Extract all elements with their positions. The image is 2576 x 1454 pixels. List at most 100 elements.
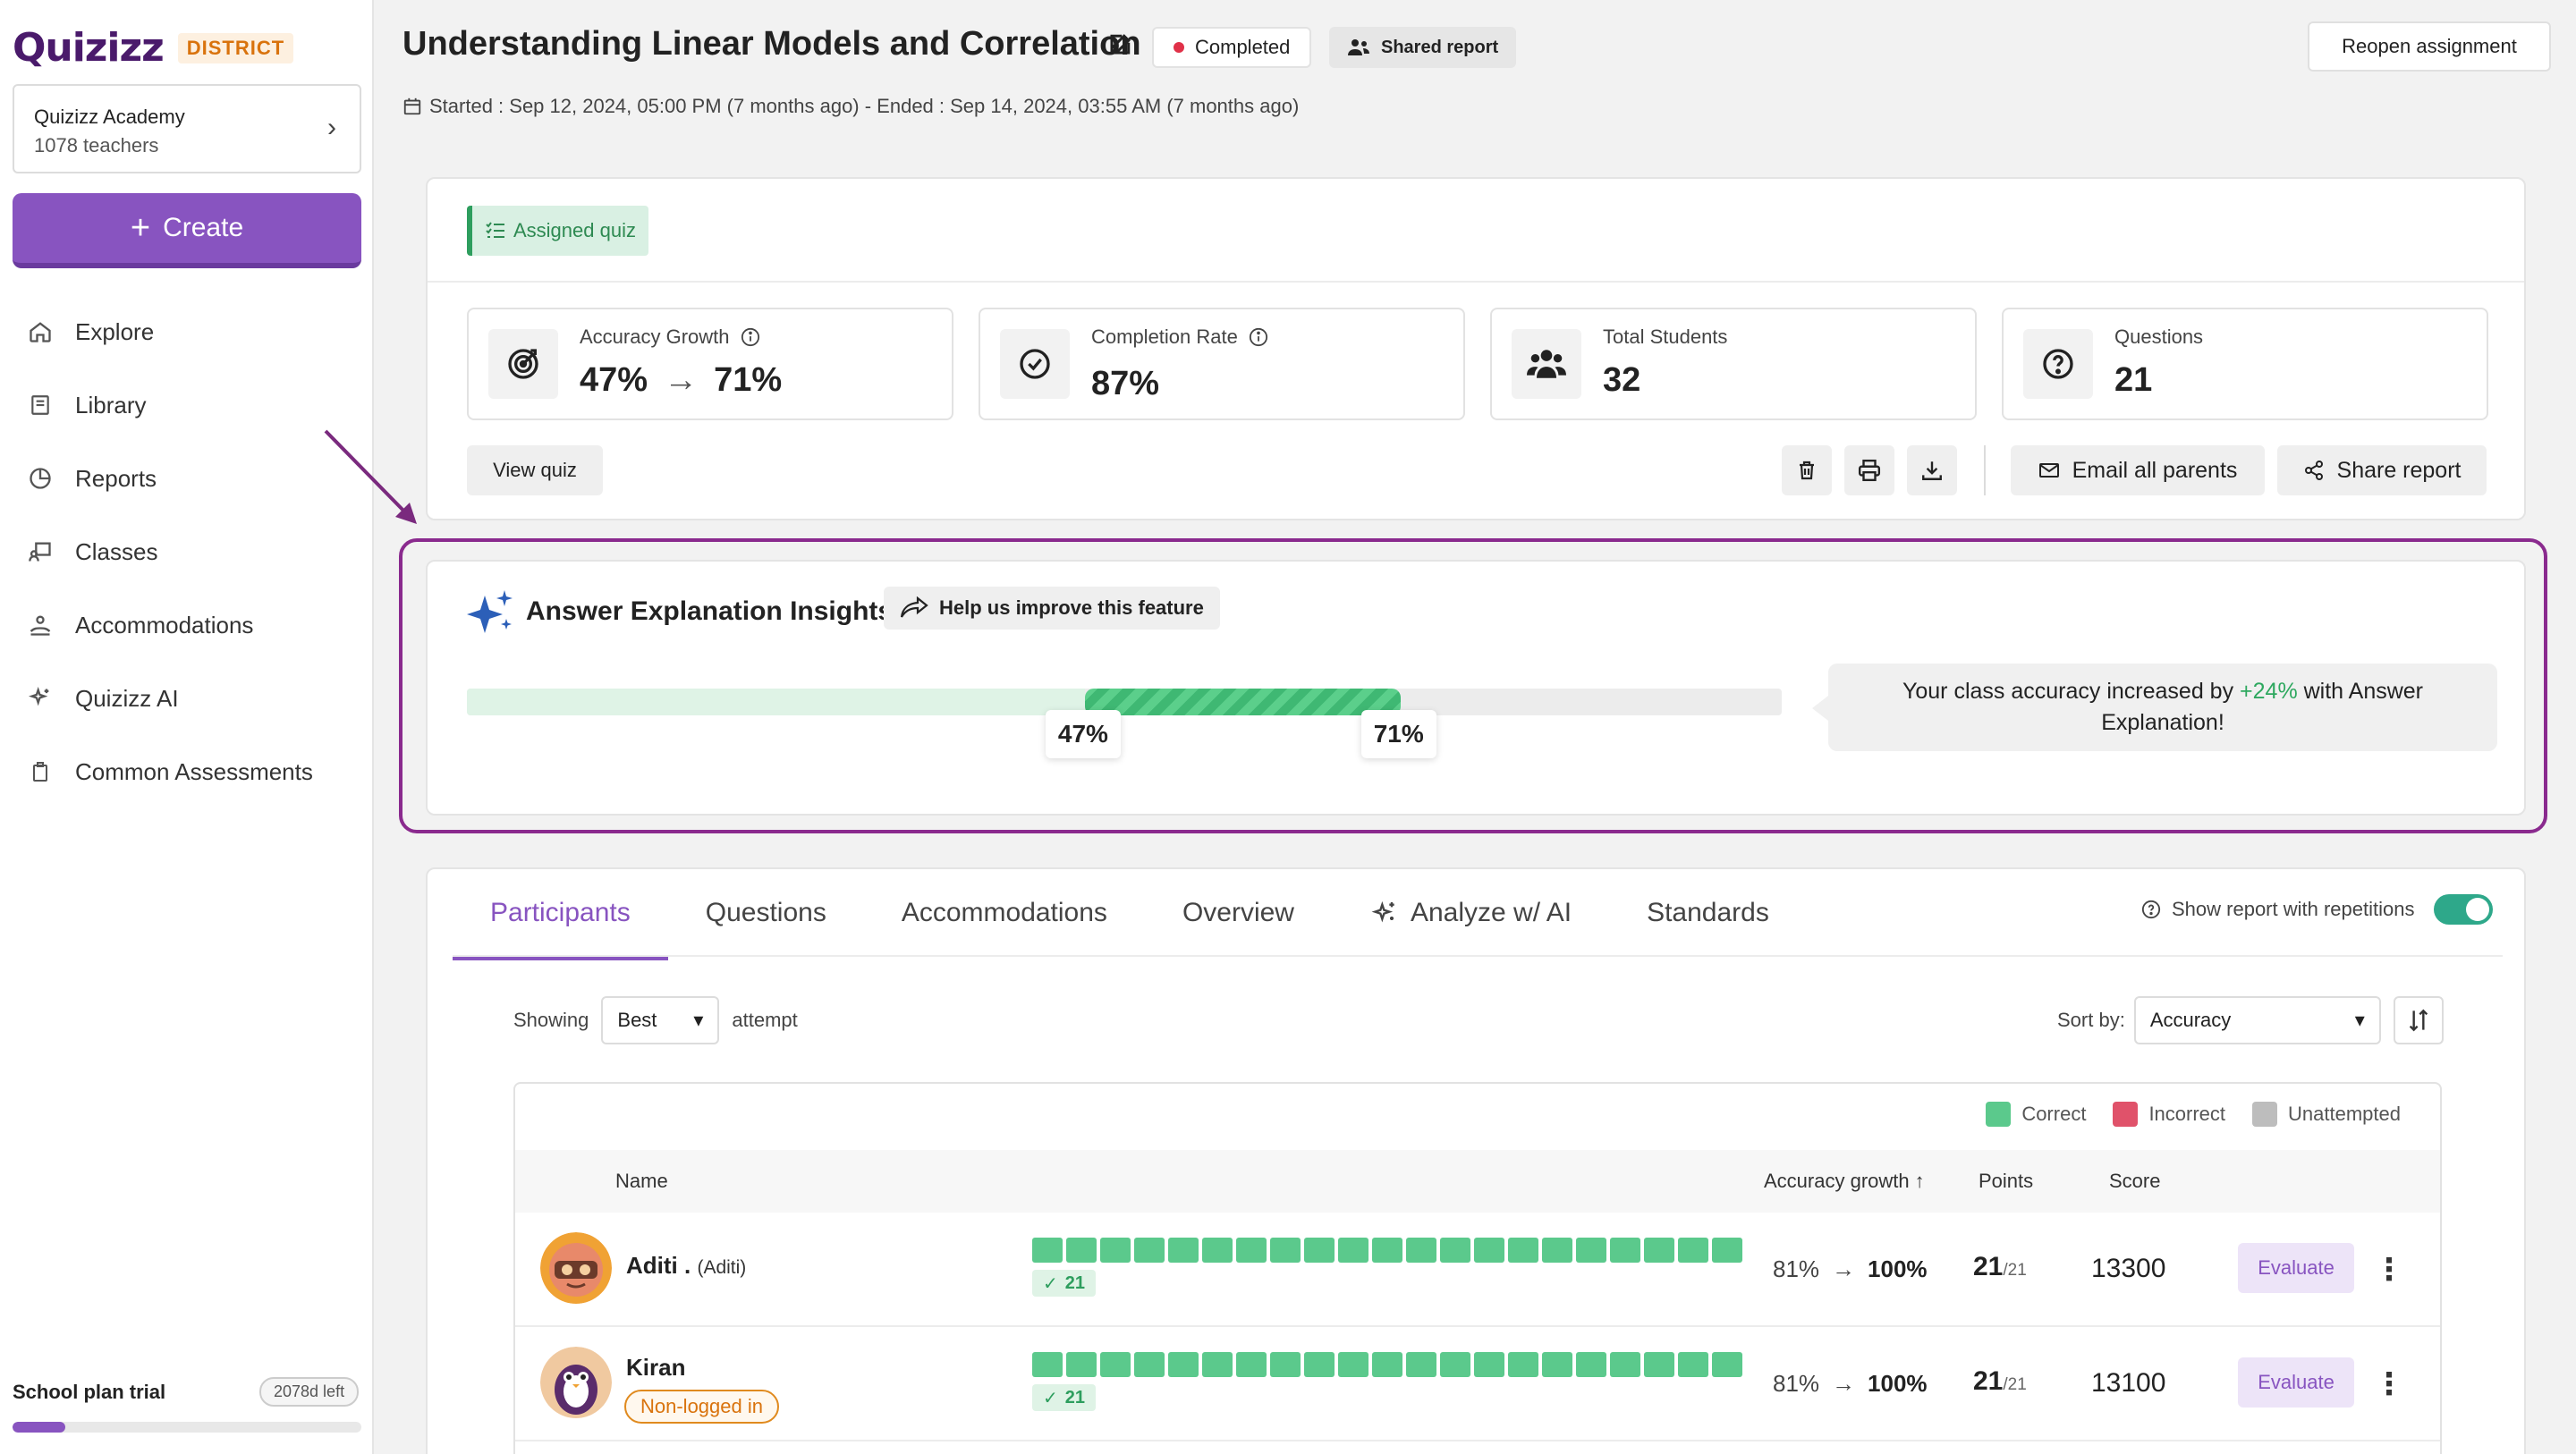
sort-select[interactable]: Accuracy ▾ — [2133, 996, 2381, 1044]
question-result-block — [1168, 1238, 1199, 1263]
arrow-right-icon: → — [1832, 1370, 1856, 1397]
avatar — [540, 1232, 612, 1304]
repetitions-toggle[interactable] — [2434, 894, 2494, 925]
points-value: 21 — [1973, 1366, 2004, 1396]
tab-overview[interactable]: Overview — [1182, 898, 1294, 927]
print-button[interactable] — [1844, 445, 1894, 495]
evaluate-button[interactable]: Evaluate — [2238, 1243, 2354, 1293]
question-result-block — [1678, 1238, 1708, 1263]
table-row[interactable]: Aditi . (Aditi) ✓ 21 81% → 100% 21/21 13… — [515, 1213, 2440, 1327]
sidebar: Quizizz DISTRICT Quizizz Academy 1078 te… — [0, 0, 374, 1454]
sidebar-item-classes[interactable]: Classes — [27, 515, 313, 588]
legend: Correct Incorrect Unattempted — [1986, 1102, 2401, 1127]
legend-label: Incorrect — [2148, 1103, 2226, 1125]
report-tabs-card: Participants Questions Accommodations Ov… — [426, 867, 2526, 1454]
evaluate-button[interactable]: Evaluate — [2238, 1357, 2354, 1408]
attempt-select[interactable]: Best ▾ — [601, 996, 720, 1044]
info-icon[interactable] — [1249, 327, 1268, 347]
book-icon — [27, 392, 54, 418]
student-alias: (Aditi) — [697, 1257, 747, 1278]
sidebar-item-label: Reports — [75, 464, 157, 492]
accuracy-increase-fill — [1084, 689, 1401, 715]
sidebar-item-label: Quizizz AI — [75, 684, 179, 712]
question-result-block — [1304, 1238, 1335, 1263]
points-cell: 21/21 — [1973, 1252, 2027, 1282]
column-header-score[interactable]: Score — [2109, 1170, 2161, 1192]
tab-questions[interactable]: Questions — [705, 898, 826, 927]
assigned-quiz-tag: Assigned quiz — [467, 206, 648, 256]
sidebar-item-common-assessments[interactable]: Common Assessments — [27, 735, 313, 808]
stat-label: Accuracy Growth — [580, 325, 760, 349]
trial-label: School plan trial — [13, 1381, 166, 1403]
create-button[interactable]: + Create — [13, 193, 361, 268]
share-report-button[interactable]: Share report — [2277, 445, 2487, 495]
question-result-block — [1474, 1352, 1504, 1377]
arrow-right-icon: → — [664, 361, 699, 399]
column-header-accuracy-growth[interactable]: Accuracy growth ↑ — [1764, 1170, 1925, 1193]
points-cell: 21/21 — [1973, 1366, 2027, 1397]
question-result-block — [1576, 1352, 1606, 1377]
logo[interactable]: Quizizz — [13, 25, 165, 71]
question-result-block — [1304, 1352, 1335, 1377]
showing-label: Showing — [513, 1009, 589, 1031]
insights-highlight-outline — [399, 538, 2547, 833]
edit-icon[interactable] — [1107, 30, 1134, 62]
question-result-block — [1100, 1238, 1131, 1263]
sidebar-item-quizizz-ai[interactable]: Quizizz AI — [27, 662, 313, 735]
question-result-block — [1542, 1238, 1572, 1263]
tab-participants[interactable]: Participants — [453, 869, 668, 960]
caret-down-icon: ▾ — [693, 1009, 704, 1031]
assigned-quiz-label: Assigned quiz — [513, 219, 636, 241]
help-improve-button[interactable]: Help us improve this feature — [884, 587, 1220, 630]
sparkle-icon — [1371, 900, 1394, 923]
sidebar-item-label: Library — [75, 391, 147, 418]
sparkle-icon — [467, 590, 513, 633]
status-badge: Completed — [1152, 27, 1312, 68]
stat-value: 21 — [2114, 361, 2153, 399]
view-quiz-button[interactable]: View quiz — [467, 445, 603, 495]
sidebar-item-reports[interactable]: Reports — [27, 442, 313, 515]
sort-direction-button[interactable] — [2393, 996, 2444, 1044]
email-all-parents-button[interactable]: Email all parents — [2011, 445, 2265, 495]
stat-value: 47% → 71% — [580, 361, 782, 400]
download-button[interactable] — [1907, 445, 1957, 495]
sidebar-item-accommodations[interactable]: Accommodations — [27, 588, 313, 662]
tab-accommodations[interactable]: Accommodations — [901, 898, 1107, 927]
sort-arrows-icon — [2409, 1009, 2428, 1032]
score-cell: 13100 — [2091, 1368, 2166, 1398]
stat-questions: Questions 21 — [2002, 308, 2488, 420]
sidebar-item-explore[interactable]: Explore — [27, 295, 313, 368]
info-icon[interactable] — [741, 327, 760, 347]
legend-swatch — [2252, 1102, 2278, 1127]
delete-button[interactable] — [1782, 445, 1832, 495]
table-header: Name Accuracy growth ↑ Points Score — [515, 1150, 2440, 1213]
callout-text: Your class accuracy increased by +24% wi… — [1864, 676, 2462, 739]
question-result-block — [1100, 1352, 1131, 1377]
printer-icon — [1858, 459, 1881, 482]
org-switcher[interactable]: Quizizz Academy 1078 teachers › — [13, 84, 361, 173]
tab-bar: Participants Questions Accommodations Ov… — [453, 869, 1807, 960]
tab-analyze-ai[interactable]: Analyze w/ AI — [1332, 869, 1609, 957]
home-icon — [27, 318, 54, 345]
student-name[interactable]: Aditi . (Aditi) — [626, 1252, 746, 1280]
assignment-dates-text: Started : Sep 12, 2024, 05:00 PM (7 mont… — [429, 95, 1300, 117]
sidebar-item-library[interactable]: Library — [27, 368, 313, 442]
tab-standards[interactable]: Standards — [1647, 898, 1769, 927]
target-icon — [488, 329, 558, 399]
legend-label: Correct — [2021, 1103, 2087, 1125]
share-report-label: Share report — [2336, 457, 2462, 483]
email-all-parents-label: Email all parents — [2072, 457, 2238, 483]
student-name[interactable]: Kiran — [626, 1354, 686, 1381]
divider — [1984, 445, 1986, 495]
column-header-name[interactable]: Name — [615, 1170, 668, 1192]
more-options-icon[interactable]: ⋮ — [2374, 1253, 2404, 1287]
column-header-points[interactable]: Points — [1979, 1170, 2034, 1192]
table-row[interactable]: Kiran Non-logged in ✓ 21 81% → 100% 21/2… — [515, 1327, 2440, 1441]
baseline-accuracy-fill — [467, 689, 1085, 715]
reopen-assignment-button[interactable]: Reopen assignment — [2308, 21, 2551, 72]
help-circle-icon[interactable] — [2141, 900, 2161, 919]
stat-total-students: Total Students 32 — [1490, 308, 1977, 420]
question-result-block — [1610, 1352, 1640, 1377]
page-title: Understanding Linear Models and Correlat… — [402, 25, 1141, 63]
more-options-icon[interactable]: ⋮ — [2374, 1367, 2404, 1401]
